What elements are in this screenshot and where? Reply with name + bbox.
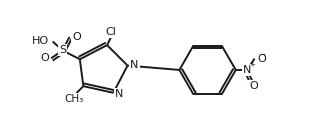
Text: O: O — [40, 53, 49, 63]
Text: N: N — [130, 60, 139, 70]
Text: O: O — [257, 54, 266, 64]
Text: HO: HO — [31, 36, 49, 46]
Text: O: O — [72, 32, 81, 41]
Text: CH₃: CH₃ — [65, 93, 84, 103]
Text: −: − — [259, 52, 265, 58]
Text: S: S — [59, 45, 66, 55]
Text: O: O — [249, 81, 258, 91]
Text: Cl: Cl — [106, 27, 117, 37]
Text: N: N — [243, 65, 251, 75]
Text: +: + — [249, 63, 255, 69]
Text: N: N — [115, 89, 124, 99]
